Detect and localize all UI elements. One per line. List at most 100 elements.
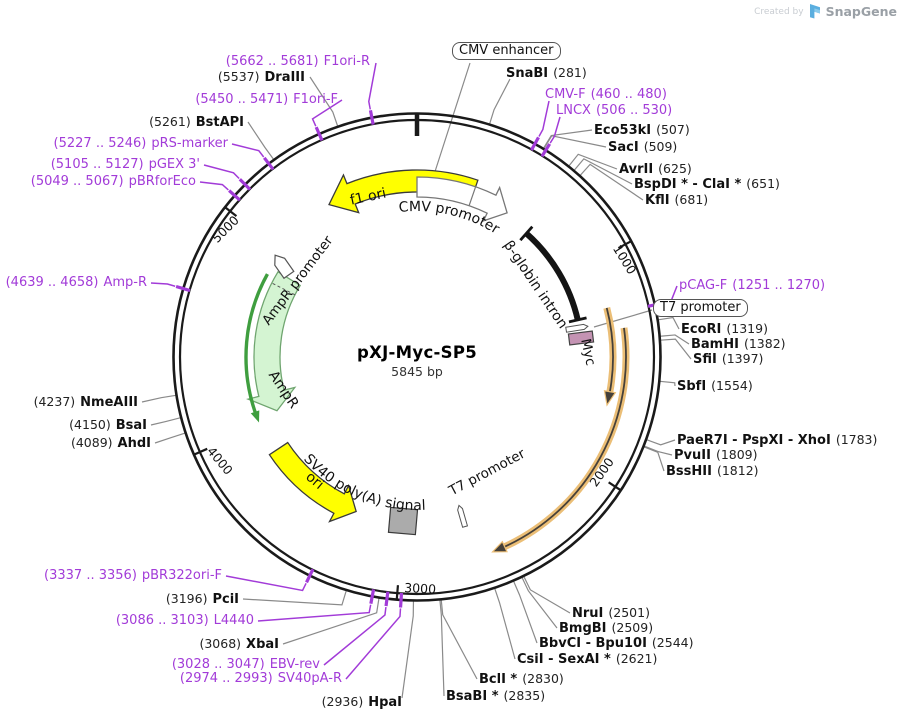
primer-range: (4639 .. 4658) [5, 275, 99, 290]
enzyme-name: EcoRI [681, 322, 722, 337]
primer-label-prs-marker: (5227 .. 5246) pRS-marker [53, 136, 228, 152]
beta-globin-intron-feature [524, 231, 581, 321]
enzyme-label-bstapi: (5261) BstAPI [149, 114, 244, 131]
plasmid-name: pXJ-Myc-SP5 [356, 343, 478, 362]
enzyme-label-pcii: (3196) PciI [166, 591, 239, 608]
leader-line-xbai [282, 597, 380, 645]
enzyme-label-bbvci: BbvCI - Bpu10I (2544) [539, 635, 694, 652]
enzyme-name: DraIII [264, 70, 306, 85]
primer-label-pbrforeco: (5049 .. 5067) pBRforEco [30, 174, 196, 190]
primer-leader-sv40pa_r [345, 608, 402, 680]
leader-line-draiii [309, 76, 339, 127]
leader-line-ecori [658, 316, 680, 330]
enzyme-pos: (2835) [503, 688, 546, 703]
enzyme-pos: (281) [553, 65, 587, 80]
cmv-promoter-feature [416, 176, 508, 222]
intron-end-bar [519, 225, 534, 242]
enzyme-name: NruI [572, 606, 604, 621]
leader-line-sfii [660, 338, 692, 360]
watermark-brand: SnapGene [825, 4, 897, 19]
enzyme-label-sbfi: SbfI (1554) [677, 378, 753, 395]
leader-line-bamhi [660, 334, 690, 345]
leader-line-nrui [523, 576, 571, 614]
primer-range: (3337 .. 3356) [44, 568, 137, 583]
cds-arc-outer-core [503, 327, 627, 549]
leader-line-bsabi [439, 599, 445, 697]
enzyme-name: BclI * [479, 672, 518, 687]
myc-tag-feature [567, 330, 595, 346]
primer-range: (3086 .. 3103) [115, 613, 209, 628]
cmv-promoter-divider [468, 186, 477, 206]
primer-range: (5105 .. 5127) [50, 157, 144, 172]
f1-ori-label: f1 ori [349, 185, 388, 208]
enzyme-name: AvrII [619, 162, 654, 177]
ampr-feature [246, 270, 302, 412]
enzyme-pos: (1397) [721, 351, 764, 366]
enzyme-name: BstAPI [195, 115, 244, 130]
enzyme-pos: (1809) [715, 447, 758, 462]
primer-name: pBR322ori-F [141, 568, 222, 583]
enzyme-name: BbvCI - Bpu10I [539, 636, 647, 651]
primer-leader-prs_marker [231, 143, 265, 158]
enzyme-label-nrui: NruI (2501) [572, 605, 650, 622]
enzyme-pos: (1783) [835, 432, 878, 447]
enzyme-pos: (681) [674, 192, 709, 207]
primer-range: (460 .. 480) [590, 87, 667, 102]
enzyme-label-ahdi: (4089) AhdI [71, 435, 151, 452]
primer-label-pbr322ori-f: (3337 .. 3356) pBR322ori-F [44, 568, 222, 584]
leader-line-nmeaiii [141, 394, 177, 403]
primer-range: (5049 .. 5067) [30, 174, 124, 189]
primer-site-tick-f1ori_f [314, 126, 324, 142]
leader-line-paer7i [646, 439, 676, 446]
enzyme-pos: (2830) [522, 671, 564, 686]
leader-t7-box [593, 309, 653, 328]
t7-promoter-2-feature [457, 504, 469, 528]
leader-line-bbvci [513, 580, 538, 644]
primer-label-cmv-f: CMV-F (460 .. 480) [545, 87, 667, 103]
leader-line-pvuii [643, 445, 673, 456]
leader-line-csii [494, 588, 516, 660]
enzyme-label-xbai: (3068) XbaI [199, 636, 279, 653]
enzyme-pos: (1812) [716, 463, 759, 478]
plasmid-size: 5845 bp [391, 364, 443, 379]
primer-range: (506 .. 530) [595, 103, 673, 118]
leader-line-bmgbi [521, 577, 558, 629]
primer-label-l4440: (3086 .. 3103) L4440 [115, 613, 254, 629]
scale-tick-1000 [617, 239, 633, 250]
enzyme-label-sfii: SfiI (1397) [693, 351, 764, 368]
ampr-promoter-label: AmpR promoter [259, 233, 337, 329]
t7-promoter-feature [565, 323, 589, 333]
plasmid-title-block: pXJ-Myc-SP5 5845 bp [357, 343, 477, 379]
leader-line-bsshii [643, 446, 665, 472]
enzyme-label-paer7i: PaeR7I - PspXI - XhoI (1783) [677, 432, 878, 449]
scale-tick-2000 [608, 481, 622, 492]
enzyme-name: BspDI * - ClaI * [634, 177, 742, 192]
scale-tick-5000 [223, 206, 238, 218]
scale-tick-4000 [193, 447, 208, 456]
enzyme-name: SnaBI [506, 66, 549, 81]
primer-label-pgex3: (5105 .. 5127) pGEX 3' [50, 157, 200, 173]
cmv-enhancer-label-text: CMV enhancer [459, 43, 554, 58]
leader-line-pcii [242, 590, 347, 606]
enzyme-name: PvuII [674, 448, 711, 463]
primer-site-tick-pgex3 [238, 178, 252, 191]
primer-site-tick-l4440 [369, 589, 376, 605]
primer-range: (1251 .. 1270) [732, 278, 826, 293]
enzyme-label-bcli: BclI * (2830) [479, 671, 564, 688]
enzyme-label-eco53ki: Eco53kI (507) [594, 122, 690, 139]
enzyme-name: KflI [645, 193, 670, 208]
enzyme-label-avrii: AvrII (625) [619, 161, 692, 178]
enzyme-pos: (2501) [608, 605, 650, 620]
t7-promoter-label-text: T7 promoter [660, 300, 741, 315]
enzyme-pos: (2509) [611, 620, 654, 635]
primer-leader-lncx [549, 116, 561, 144]
sv40-polya-feature [387, 506, 419, 536]
primer-range: (5227 .. 5246) [53, 136, 147, 151]
enzyme-pos: (4237) [33, 394, 76, 409]
leader-cmv-enhancer [430, 62, 471, 185]
primer-leader-pbrforeco [199, 181, 229, 191]
primer-label-pcag-f: pCAG-F (1251 .. 1270) [679, 278, 826, 294]
primer-site-tick-lncx [540, 143, 552, 158]
enzyme-label-saci: SacI (509) [608, 139, 677, 156]
